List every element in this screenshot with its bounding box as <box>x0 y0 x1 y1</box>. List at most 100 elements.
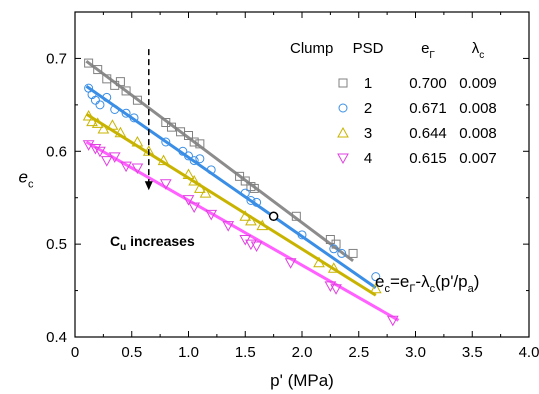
legend-lambda-c: 0.008 <box>459 125 497 142</box>
fit-line-psd-4 <box>85 140 400 322</box>
legend-marker-psd-3 <box>337 126 349 138</box>
data-point-psd-3 <box>106 119 119 130</box>
legend-header-psd: PSD <box>353 40 384 57</box>
data-point-psd-1 <box>249 183 259 193</box>
data-point-psd-1 <box>325 235 335 244</box>
data-point-psd-3 <box>188 174 201 186</box>
data-point-psd-1 <box>132 95 142 105</box>
data-point-psd-3 <box>182 168 195 179</box>
x-tick-label: 0 <box>71 344 79 361</box>
x-tick-label: 1.5 <box>235 344 256 361</box>
data-point-psd-2 <box>121 108 131 118</box>
highlight-point <box>268 211 279 222</box>
legend-e-gamma: 0.700 <box>409 75 447 92</box>
data-point-psd-1 <box>246 182 256 192</box>
data-point-psd-4 <box>324 281 337 292</box>
data-point-psd-1 <box>235 171 245 181</box>
data-point-psd-4 <box>131 163 144 175</box>
x-tick-label: 3.0 <box>405 344 426 361</box>
data-point-psd-3 <box>91 117 104 128</box>
data-point-psd-2 <box>110 105 120 114</box>
data-point-psd-4 <box>250 241 263 253</box>
data-point-psd-3 <box>86 115 98 127</box>
data-point-psd-1 <box>331 239 341 249</box>
data-point-psd-1 <box>166 122 176 132</box>
data-point-psd-2 <box>246 196 256 205</box>
fit-equation-part: -λ <box>415 272 430 291</box>
fit-equation-subscript: c <box>384 283 390 295</box>
data-point-psd-1 <box>189 137 199 147</box>
fit-line-psd-2 <box>85 85 377 290</box>
data-point-psd-3 <box>369 282 382 294</box>
data-point-psd-2 <box>206 165 216 175</box>
data-point-psd-2 <box>178 146 188 156</box>
fit-equation: ec=eΓ-λc(p'/pa) <box>375 272 479 295</box>
data-point-psd-4 <box>222 221 235 232</box>
data-point-psd-2 <box>161 137 171 147</box>
data-point-psd-2 <box>95 100 105 110</box>
legend-header-lambda-c: λc <box>472 40 485 61</box>
data-point-psd-2 <box>329 244 339 254</box>
data-point-psd-2 <box>102 92 112 102</box>
fit-equation-part: ) <box>474 272 480 291</box>
data-point-psd-4 <box>284 258 297 269</box>
data-point-psd-1 <box>93 65 103 75</box>
fit-equation-subscript: c <box>430 283 436 295</box>
x-axis-title: p' (MPa) <box>270 371 334 390</box>
arrow-label-rest: increases <box>126 233 195 249</box>
data-point-psd-2 <box>252 197 262 207</box>
data-point-psd-3 <box>194 182 206 193</box>
data-point-psd-4 <box>182 195 195 206</box>
data-point-psd-3 <box>256 219 269 231</box>
legend-lambda-c: 0.007 <box>459 150 497 167</box>
data-point-psd-3 <box>131 135 144 147</box>
legend: Clump PSD eΓ λc 1 0.700 0.009 2 0.671 0.008 3 0.644… <box>290 40 497 167</box>
data-point-psd-1 <box>161 118 171 127</box>
data-point-psd-4 <box>205 209 218 221</box>
legend-psd: 4 <box>364 150 372 167</box>
data-point-psd-1 <box>102 74 112 84</box>
fit-equation-part: e <box>375 272 384 291</box>
data-point-psd-3 <box>313 256 325 268</box>
data-point-psd-1 <box>115 77 125 87</box>
arrow-head <box>144 181 153 191</box>
data-point-psd-1 <box>348 248 358 258</box>
legend-psd: 2 <box>364 100 372 117</box>
legend-e-gamma: 0.615 <box>409 150 447 167</box>
data-point-psd-1 <box>84 58 94 68</box>
y-tick-label: 0.5 <box>46 236 67 253</box>
data-point-psd-1 <box>291 211 301 221</box>
legend-header-e-gamma: eΓ <box>421 40 435 61</box>
legend-header-lambda-c-sub: c <box>479 50 484 61</box>
y-axis-title-subscript: c <box>28 179 34 191</box>
legend-marker-psd-1 <box>338 78 348 88</box>
fit-equation-part: (p'/p <box>435 272 468 291</box>
data-point-psd-4 <box>159 179 172 190</box>
legend-e-gamma: 0.671 <box>409 100 447 117</box>
data-point-psd-1 <box>195 139 205 149</box>
data-point-psd-2 <box>371 272 381 282</box>
data-point-psd-3 <box>327 262 340 273</box>
x-tick-label: 2.0 <box>292 344 313 361</box>
y-axis-title: ec <box>19 168 34 191</box>
y-tick-label: 0.4 <box>46 329 67 346</box>
x-tick-label: 0.5 <box>121 344 142 361</box>
x-tick-label: 4.0 <box>519 344 539 361</box>
data-point-psd-2 <box>297 230 307 240</box>
y-tick-label: 0.7 <box>46 50 67 67</box>
data-point-psd-2 <box>195 154 205 164</box>
fit-line-psd-1 <box>85 60 354 263</box>
data-point-psd-4 <box>188 202 201 214</box>
data-point-psd-3 <box>157 154 170 166</box>
legend-header-clump: Clump <box>290 40 333 57</box>
x-tick-label: 3.5 <box>462 344 483 361</box>
y-tick-label: 0.6 <box>46 143 67 160</box>
x-tick-label: 2.5 <box>348 344 369 361</box>
fit-line-psd-3 <box>85 112 377 297</box>
data-point-psd-3 <box>97 122 110 134</box>
arrow-label-subscript: u <box>120 242 126 253</box>
data-point-psd-1 <box>121 86 131 96</box>
data-point-psd-4 <box>89 144 102 155</box>
data-point-psd-2 <box>90 95 100 105</box>
